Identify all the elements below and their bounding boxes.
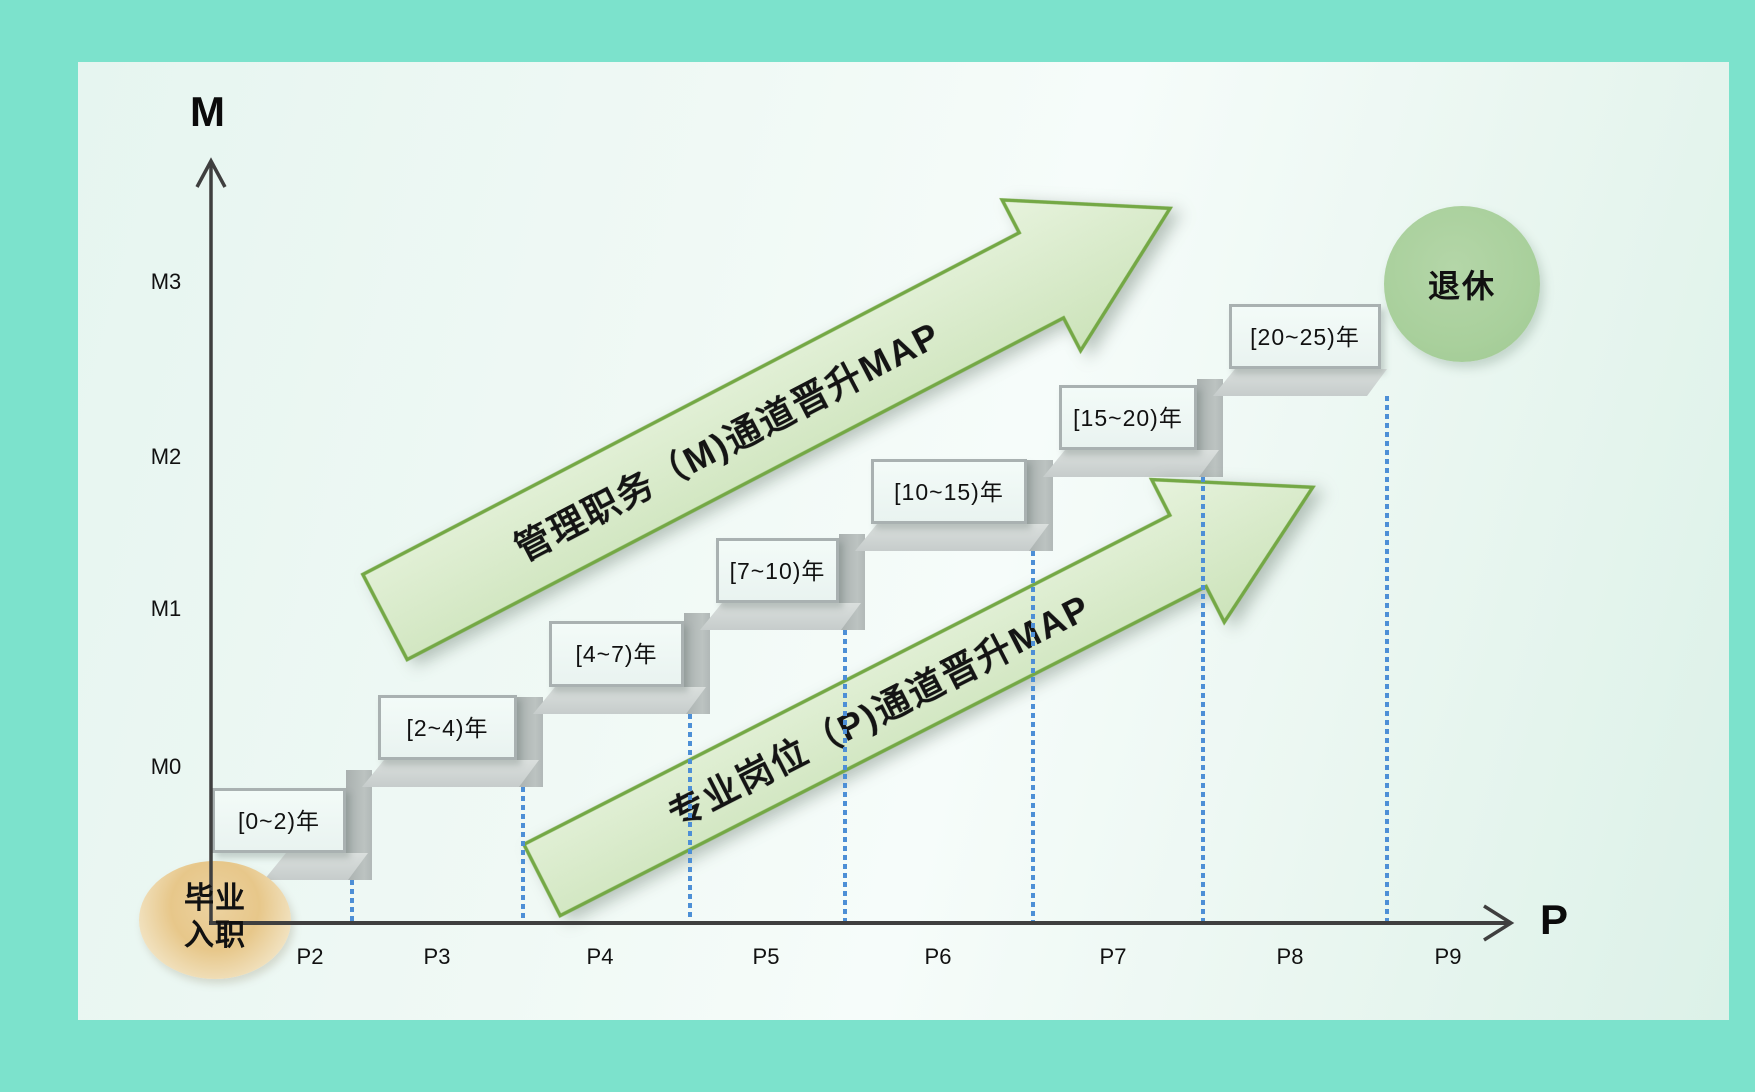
m-axis-arrowhead-icon bbox=[195, 157, 227, 188]
step-box: [20~25)年 bbox=[1229, 304, 1381, 369]
step-tread bbox=[855, 524, 1049, 551]
step-box: [7~10)年 bbox=[716, 538, 839, 603]
m-axis-title: M bbox=[190, 88, 225, 135]
p-axis-tick-label: P7 bbox=[1099, 944, 1127, 969]
graduate-entry-label: 毕业 入职 bbox=[155, 880, 275, 954]
p-axis-arrowhead-icon bbox=[1483, 904, 1515, 942]
step-box: [10~15)年 bbox=[871, 459, 1027, 524]
graduate-entry-line2: 入职 bbox=[184, 919, 246, 952]
step-box: [15~20)年 bbox=[1059, 385, 1197, 450]
step-year-label: [2~4)年 bbox=[406, 714, 489, 741]
step-year-label: [10~15)年 bbox=[894, 478, 1004, 505]
dotted-guide-line bbox=[1201, 477, 1205, 921]
step-year-label: [0~2)年 bbox=[237, 807, 321, 834]
p-axis-title: P bbox=[1540, 896, 1569, 943]
p-axis-tick-label: P8 bbox=[1276, 944, 1304, 969]
dotted-guide-line bbox=[843, 630, 847, 921]
p-axis-tick-label: P4 bbox=[586, 944, 614, 969]
step-year-label: [15~20)年 bbox=[1073, 404, 1183, 431]
dotted-guide-line bbox=[688, 714, 692, 921]
p-axis-tick-label: P6 bbox=[924, 944, 952, 969]
block-arrow-shape bbox=[521, 477, 1316, 918]
m-axis-tick-label: M1 bbox=[150, 596, 182, 621]
m-axis-tick-label: M0 bbox=[150, 754, 182, 779]
step-tread bbox=[700, 603, 861, 630]
step-box: [2~4)年 bbox=[378, 695, 517, 760]
block-arrow-shape bbox=[360, 198, 1174, 662]
step-tread bbox=[362, 760, 539, 787]
retirement-node: 退休 bbox=[1384, 206, 1540, 362]
dotted-guide-line bbox=[350, 880, 354, 921]
step-box: [4~7)年 bbox=[549, 621, 684, 687]
step-tread bbox=[1043, 450, 1219, 477]
step-box: [0~2)年 bbox=[212, 788, 346, 853]
dotted-guide-line bbox=[1031, 551, 1035, 921]
m-axis-tick-label: M2 bbox=[150, 444, 182, 469]
p-axis-tick-label: P2 bbox=[296, 944, 324, 969]
step-tread bbox=[1213, 369, 1387, 396]
p-axis-tick-label: P9 bbox=[1434, 944, 1462, 969]
graduate-entry-node bbox=[139, 861, 291, 979]
step-tread bbox=[533, 687, 706, 714]
step-year-label: [7~10)年 bbox=[729, 557, 826, 584]
m-channel-promotion-arrow: 管理职务（M)通道晋升MAP bbox=[346, 133, 1210, 692]
step-year-label: [4~7)年 bbox=[575, 641, 658, 667]
dotted-guide-line bbox=[1385, 396, 1389, 921]
retirement-label: 退休 bbox=[1427, 268, 1496, 304]
dotted-guide-line bbox=[521, 787, 525, 921]
p-axis-tick-label: P5 bbox=[752, 944, 780, 969]
step-year-label: [20~25)年 bbox=[1250, 323, 1360, 350]
m-axis-tick-label: M3 bbox=[150, 269, 182, 294]
p-axis-tick-label: P3 bbox=[423, 944, 451, 969]
p-channel-promotion-arrow: 专业岗位（P)通道晋升MAP bbox=[506, 416, 1349, 951]
graduate-entry-line1: 毕业 bbox=[184, 882, 246, 915]
